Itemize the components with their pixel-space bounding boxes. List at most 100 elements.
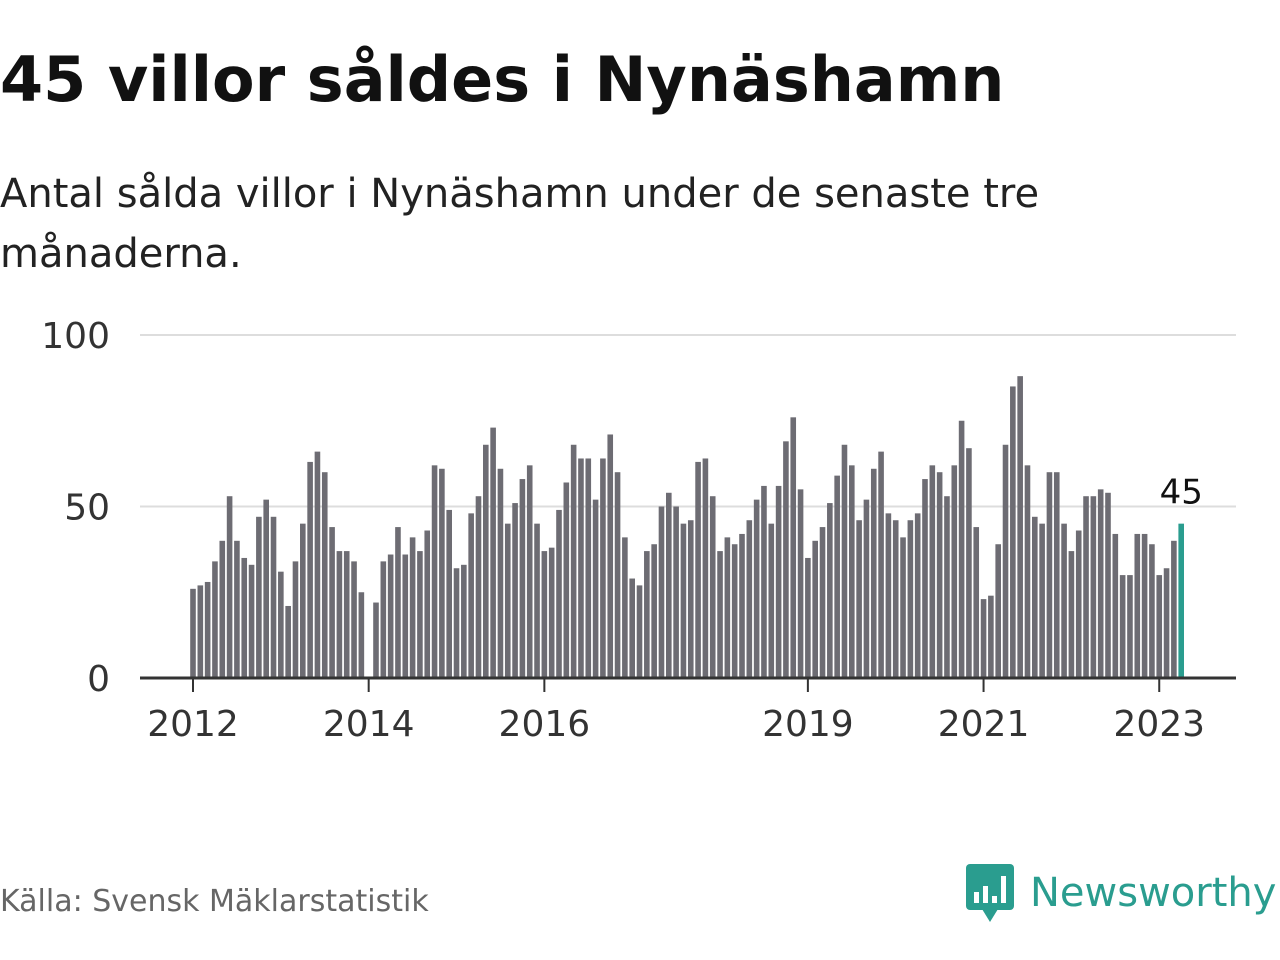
bar	[783, 441, 789, 678]
bar	[988, 595, 994, 678]
bar	[270, 516, 277, 678]
bar	[680, 523, 687, 678]
bar	[600, 458, 606, 678]
bar	[827, 503, 833, 678]
bar	[461, 564, 467, 678]
bar	[234, 540, 240, 678]
bar	[922, 479, 928, 678]
bar	[336, 551, 343, 678]
bar	[534, 523, 540, 678]
bar	[695, 461, 701, 678]
bar	[797, 489, 804, 678]
bar	[387, 554, 394, 678]
bar	[936, 472, 943, 678]
bar	[343, 551, 350, 678]
grid-lines	[140, 334, 1236, 508]
bar	[944, 496, 950, 678]
bar	[1002, 444, 1009, 678]
bar	[358, 592, 365, 678]
bar	[585, 458, 592, 678]
highlight-bar	[1178, 523, 1184, 678]
bar	[995, 544, 1001, 678]
bar	[1127, 575, 1133, 678]
bar	[1083, 496, 1089, 678]
bar	[849, 465, 855, 678]
bar	[556, 509, 562, 678]
bar	[402, 554, 409, 678]
bar	[775, 485, 782, 678]
bar	[490, 427, 496, 678]
bar	[373, 602, 379, 678]
highlight-data-label: 45	[1160, 473, 1203, 513]
bar	[439, 468, 445, 678]
bar	[409, 537, 416, 678]
bar	[578, 458, 584, 678]
bar	[380, 561, 387, 678]
bar	[658, 506, 665, 678]
bar	[687, 520, 694, 678]
bar	[1119, 575, 1126, 678]
bar	[329, 527, 335, 678]
bar	[241, 557, 248, 678]
x-tick-label: 2023	[1113, 704, 1205, 745]
bar	[636, 585, 643, 678]
brand-logo[interactable]: Newsworthy	[964, 862, 1276, 924]
bar	[870, 468, 877, 678]
bar	[958, 420, 965, 678]
bar	[431, 465, 438, 678]
bar	[424, 530, 431, 678]
bar	[1046, 472, 1053, 678]
bar	[278, 571, 284, 678]
x-tick-label: 2014	[323, 704, 415, 745]
x-tick-label: 2012	[147, 704, 239, 745]
bar	[863, 499, 870, 678]
bar	[929, 465, 936, 678]
bar	[1149, 544, 1155, 678]
bar	[307, 461, 313, 678]
bar	[1039, 523, 1045, 678]
bar	[1134, 533, 1141, 678]
bar	[629, 578, 635, 678]
bar	[1068, 551, 1075, 678]
bar	[475, 496, 482, 678]
bar	[878, 451, 884, 678]
bar	[900, 537, 906, 678]
bar	[666, 492, 672, 678]
bar	[614, 472, 621, 678]
bar	[417, 551, 423, 678]
bar	[805, 557, 811, 678]
bar	[607, 434, 614, 678]
bar	[226, 496, 233, 678]
x-tick-label: 2016	[499, 704, 591, 745]
bar	[248, 564, 255, 678]
bar	[446, 509, 452, 678]
bar	[761, 485, 767, 678]
bar	[724, 537, 731, 678]
bar	[856, 520, 862, 678]
y-tick-label: 50	[64, 488, 110, 529]
bar	[812, 540, 818, 678]
bar	[1112, 533, 1119, 678]
chart-title: 45 villor såldes i Nynäshamn	[0, 43, 1005, 116]
bar	[834, 475, 840, 678]
bar	[980, 599, 987, 678]
bar	[504, 523, 511, 678]
bar	[790, 417, 797, 678]
bar	[263, 499, 269, 678]
chart-subtitle: Antal sålda villor i Nynäshamn under de …	[0, 171, 1040, 277]
bar	[907, 520, 914, 678]
x-tick-label: 2021	[938, 704, 1030, 745]
bar	[768, 523, 775, 678]
bar	[1010, 386, 1016, 678]
bar	[512, 503, 518, 678]
source-note: Källa: Svensk Mäklarstatistik	[0, 884, 429, 919]
bar	[592, 499, 599, 678]
bar	[212, 561, 218, 678]
bar	[190, 588, 196, 678]
bar	[746, 520, 753, 678]
bars	[190, 376, 1184, 678]
bar-chart: 0 50 100 2012 2014 2016 2019 2021 2023 45	[41, 316, 1236, 745]
bar	[219, 540, 226, 678]
bar	[973, 527, 980, 678]
bar	[819, 527, 826, 678]
